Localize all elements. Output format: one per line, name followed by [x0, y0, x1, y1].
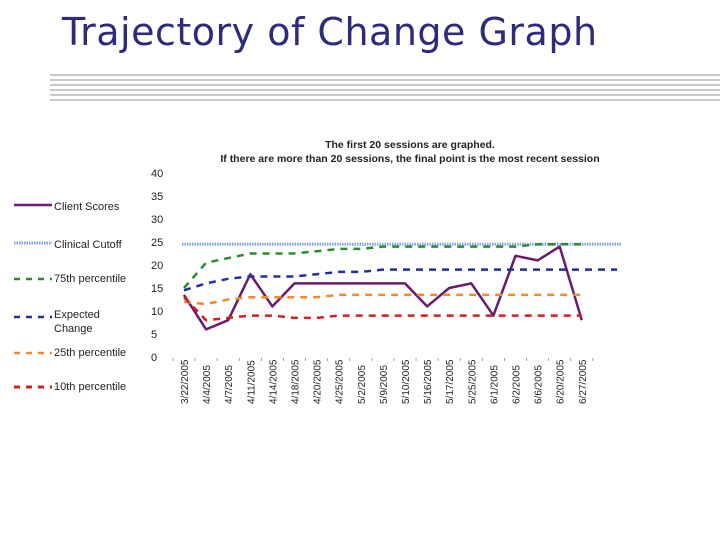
x-tick-label: 4/14/2005 — [268, 359, 279, 404]
chart-title-line-2: If there are more than 20 sessions, the … — [220, 153, 600, 165]
legend-item-75th-percentile: 75th percentile — [14, 270, 174, 298]
y-tick-label: 0 — [151, 352, 157, 364]
legend-label-client-scores: Client Scores — [54, 201, 120, 213]
y-tick-label: 15 — [151, 283, 163, 295]
x-tick-label: 5/9/2005 — [379, 365, 390, 404]
legend-label-25th-percentile: 25th percentile — [54, 347, 127, 359]
y-tick-label: 30 — [151, 214, 163, 226]
legend-item-expected-change: Expected Change — [14, 308, 174, 344]
x-tick-label: 5/25/2005 — [467, 359, 478, 404]
y-tick-label: 25 — [151, 237, 163, 249]
legend-label-10th-percentile: 10th percentile — [54, 381, 127, 393]
series-line-25th-percentile — [183, 293, 582, 306]
x-tick-label: 4/18/2005 — [291, 359, 302, 404]
chart-title: The first 20 sessions are graphed. If th… — [160, 138, 660, 166]
series-line-10th-percentile — [183, 296, 582, 322]
legend-label-clinical-cutoff: Clinical Cutoff — [54, 239, 122, 251]
x-tick-label: 3/22/2005 — [180, 359, 191, 404]
y-tick-label: 5 — [151, 329, 157, 341]
legend-swatch-client-scores — [14, 203, 52, 207]
x-tick-label: 6/27/2005 — [578, 359, 589, 404]
legend-item-clinical-cutoff: Clinical Cutoff — [14, 234, 174, 262]
legend-label-expected-change: Expected Change — [54, 309, 100, 335]
legend-swatch-clinical-cutoff — [14, 241, 52, 245]
y-tick-label: 40 — [151, 168, 163, 180]
y-tick-label: 10 — [151, 306, 163, 318]
series-line-expected-change — [183, 268, 617, 292]
legend-item-client-scores: Client Scores — [14, 196, 174, 224]
legend-item-10th-percentile: 10th percentile — [14, 378, 174, 406]
x-tick-label: 6/20/2005 — [556, 359, 567, 404]
y-tick-label: 35 — [151, 191, 163, 203]
legend-label-75th-percentile: 75th percentile — [54, 273, 127, 285]
x-tick-label: 6/1/2005 — [489, 365, 500, 404]
series-line-client-scores — [182, 245, 583, 331]
legend-item-25th-percentile: 25th percentile — [14, 344, 174, 372]
x-tick-label: 4/11/2005 — [246, 360, 257, 404]
chart-legend: Client Scores Clinical Cutoff 75th perce… — [14, 196, 174, 396]
series-line-75th-percentile — [183, 243, 582, 289]
x-tick-label: 5/10/2005 — [401, 359, 412, 404]
x-tick-label: 5/16/2005 — [423, 359, 434, 404]
x-tick-label: 5/2/2005 — [357, 365, 368, 404]
x-tick-label: 4/20/2005 — [313, 359, 324, 404]
x-tick-label: 4/7/2005 — [224, 365, 235, 404]
x-tick-label: 5/17/2005 — [445, 359, 456, 404]
x-tick-label: 4/25/2005 — [335, 359, 346, 404]
x-tick-label: 6/6/2005 — [534, 365, 545, 404]
title-underline-stripes — [50, 74, 720, 101]
x-tick-label: 6/2/2005 — [512, 365, 523, 404]
y-tick-label: 20 — [151, 260, 163, 272]
slide-title: Trajectory of Change Graph — [62, 10, 598, 54]
x-tick-label: 4/4/2005 — [202, 365, 213, 404]
chart-title-line-1: The first 20 sessions are graphed. — [325, 139, 495, 151]
